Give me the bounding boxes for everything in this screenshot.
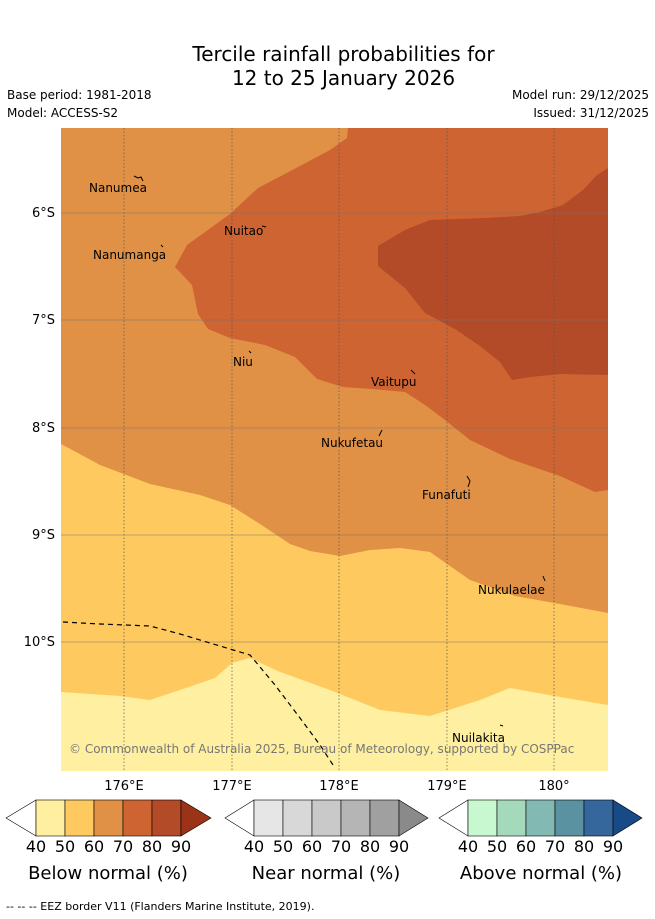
- colorbar-near-swatch-5: [369, 799, 400, 837]
- colorbar-above-title: Above normal (%): [459, 863, 623, 884]
- lon-label-178e: 178°E: [319, 779, 359, 794]
- eez-legend: -- -- -- EEZ border V11 (Flanders Marine…: [6, 900, 315, 913]
- colorbar-below-tick: 50: [54, 837, 76, 856]
- colorbar-near-swatch-2: [282, 799, 313, 837]
- lat-label-10s: 10°S: [23, 635, 55, 650]
- colorbar-below-tick: 60: [83, 837, 105, 856]
- colorbar-above-swatch-4: [554, 799, 585, 837]
- island-nanumea: [133, 175, 144, 182]
- colorbar-below-swatch-2: [64, 799, 95, 837]
- colorbar-above-tick: 40: [457, 837, 479, 856]
- map-title-line1: Tercile rainfall probabilities for: [192, 42, 495, 66]
- island-nukufetau: [378, 429, 383, 437]
- island-nuilakita: [499, 724, 504, 727]
- eez-border: [62, 621, 336, 769]
- colorbar-above-tick: 60: [515, 837, 537, 856]
- model-name: Model: ACCESS-S2: [7, 106, 119, 120]
- place-nukufetau: Nukufetau: [321, 436, 384, 450]
- colorbar-below-tick: 70: [112, 837, 134, 856]
- colorbar-near-tick: 90: [388, 837, 410, 856]
- lat-label-9s: 9°S: [31, 528, 55, 543]
- colorbar-below-tick: 40: [25, 837, 47, 856]
- colorbar-near-tick: 70: [330, 837, 352, 856]
- colorbar-near-tick: 80: [359, 837, 381, 856]
- island-nuitao: [261, 225, 267, 228]
- island-funafuti: [466, 475, 471, 488]
- lon-label-176e: 176°E: [104, 779, 144, 794]
- colorbar-below-low-arrow: [5, 799, 37, 837]
- island-vaitupu: [410, 369, 416, 375]
- colorbar-below-swatch-5: [151, 799, 182, 837]
- colorbar-above-tick: 90: [602, 837, 624, 856]
- colorbar-near-high-arrow: [398, 799, 429, 837]
- colorbar-near-tick: 40: [243, 837, 265, 856]
- colorbar-below-swatch-3: [93, 799, 124, 837]
- colorbar-below-swatch-1: [35, 799, 66, 837]
- place-niu: Niu: [233, 355, 253, 369]
- colorbar-below-tick: 90: [170, 837, 192, 856]
- lat-label-6s: 6°S: [31, 206, 55, 221]
- colorbar-near-tick: 50: [272, 837, 294, 856]
- map-title-line2: 12 to 25 January 2026: [231, 66, 456, 90]
- lon-label-179e: 179°E: [427, 779, 467, 794]
- colorbar-near: [224, 799, 429, 837]
- colorbar-above-tick: 70: [544, 837, 566, 856]
- colorbar-near-swatch-1: [253, 799, 284, 837]
- copyright-notice: © Commonwealth of Australia 2025, Bureau…: [69, 742, 575, 756]
- colorbar-near-low-arrow: [224, 799, 255, 837]
- colorbar-above: [438, 799, 643, 837]
- colorbar-near-tick: 60: [301, 837, 323, 856]
- colorbar-above-swatch-1: [467, 799, 498, 837]
- model-run: Model run: 29/12/2025: [511, 88, 649, 102]
- colorbar-above-low-arrow: [438, 799, 469, 837]
- lon-label-180: 180°: [538, 779, 570, 794]
- region-below-90: [378, 168, 608, 380]
- colorbar-below-title: Below normal (%): [28, 863, 188, 884]
- colorbar-above-tick: 50: [486, 837, 508, 856]
- colorbar-above-swatch-3: [525, 799, 556, 837]
- place-nuitao: Nuitao: [224, 224, 264, 238]
- colorbar-above-swatch-5: [583, 799, 614, 837]
- colorbar-near-swatch-3: [311, 799, 342, 837]
- colorbar-above-swatch-2: [496, 799, 527, 837]
- place-nukulaelae: Nukulaelae: [478, 583, 545, 597]
- lat-label-8s: 8°S: [31, 421, 55, 436]
- place-vaitupu: Vaitupu: [371, 375, 417, 389]
- lon-label-177e: 177°E: [212, 779, 252, 794]
- place-nanumea: Nanumea: [89, 181, 147, 195]
- graticule: [61, 128, 608, 771]
- island-niu: [248, 350, 252, 354]
- colorbar-below-high-arrow: [180, 799, 212, 837]
- colorbar-above-high-arrow: [612, 799, 643, 837]
- colorbar-above-tick: 80: [573, 837, 595, 856]
- base-period: Base period: 1981-2018: [7, 88, 152, 102]
- place-nanumanga: Nanumanga: [93, 248, 167, 262]
- place-nuilakita: Nuilakita: [452, 731, 505, 745]
- colorbar-below: [5, 799, 212, 837]
- colorbar-below-tick: 80: [141, 837, 163, 856]
- island-outlines: [133, 175, 546, 727]
- place-funafuti: Funafuti: [422, 488, 471, 502]
- colorbar-near-title: Near normal (%): [251, 863, 401, 884]
- issued-date: Issued: 31/12/2025: [533, 106, 649, 120]
- lat-label-7s: 7°S: [31, 313, 55, 328]
- colorbar-near-swatch-4: [340, 799, 371, 837]
- island-nanumanga: [160, 244, 164, 248]
- colorbar-below-swatch-4: [122, 799, 153, 837]
- island-nukulaelae: [542, 575, 546, 582]
